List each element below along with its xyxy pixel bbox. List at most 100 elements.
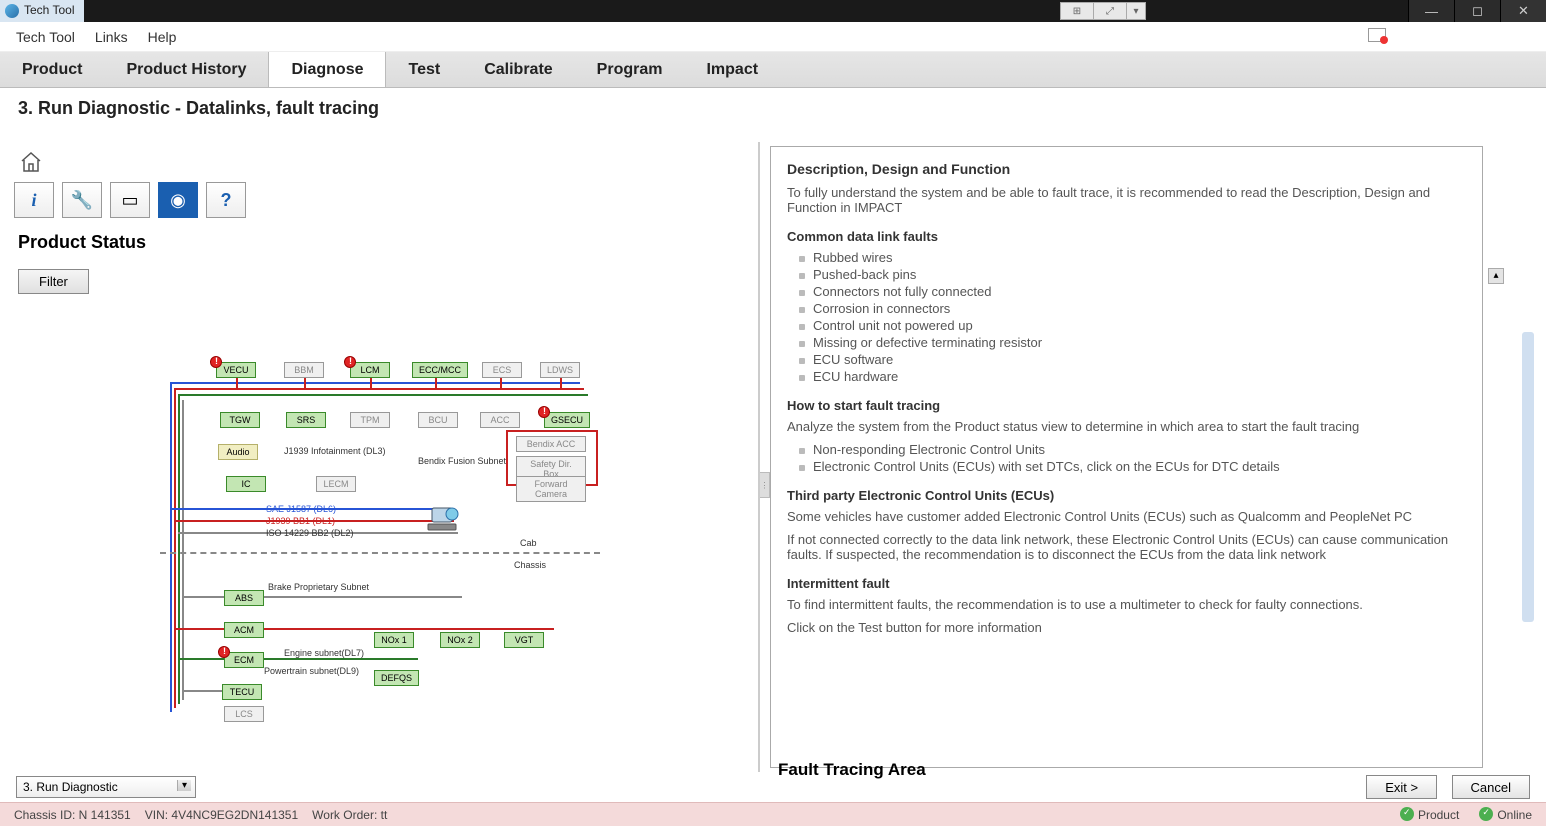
status-chassis: Chassis ID: N 141351 (14, 808, 131, 822)
info-button[interactable]: i (14, 182, 54, 218)
wrench-button[interactable]: 🔧 (62, 182, 102, 218)
status-vin: VIN: 4V4NC9EG2DN141351 (145, 808, 298, 822)
window-minimize-button[interactable]: — (1408, 0, 1454, 22)
ecu-node-bcu[interactable]: BCU (418, 412, 458, 428)
bus-line (178, 658, 418, 660)
diagram-label: Chassis (514, 560, 546, 570)
menu-item[interactable]: Links (95, 29, 128, 45)
list-item: ECU software (813, 352, 1466, 367)
menu-item[interactable]: Tech Tool (16, 29, 75, 45)
bus-line (170, 382, 172, 712)
list-item: Non-responding Electronic Control Units (813, 442, 1466, 457)
bottom-bar: 3. Run Diagnostic Exit > Cancel Chassis … (0, 772, 1546, 826)
intermittent-p1: To find intermittent faults, the recomme… (787, 597, 1466, 612)
status-online-label: Online (1497, 808, 1532, 822)
help-button[interactable]: ? (206, 182, 246, 218)
diagram-label: ISO 14229 BB2 (DL2) (266, 528, 354, 538)
ecu-node-lcs[interactable]: LCS (224, 706, 264, 722)
thirdparty-p2: If not connected correctly to the data l… (787, 532, 1466, 562)
notification-icon[interactable] (1368, 28, 1386, 42)
toolbar: i 🔧 ▭ ◉ ? (14, 182, 744, 218)
diagnostic-laptop-icon[interactable] (426, 506, 460, 534)
status-workorder: Work Order: tt (312, 808, 387, 822)
window-close-button[interactable]: ✕ (1500, 0, 1546, 22)
ecu-node-nox-1[interactable]: NOx 1 (374, 632, 414, 648)
cancel-button[interactable]: Cancel (1452, 775, 1530, 799)
page-title: 3. Run Diagnostic - Datalinks, fault tra… (0, 88, 1546, 125)
ecu-node-ic[interactable]: IC (226, 476, 266, 492)
diagram-label: Cab (520, 538, 537, 548)
ecu-node-forward-camera[interactable]: Forward Camera (516, 476, 586, 502)
list-item: Rubbed wires (813, 250, 1466, 265)
ecu-node-nox-2[interactable]: NOx 2 (440, 632, 480, 648)
window-size-selector[interactable]: ⊞ ⤢ ▾ (1060, 2, 1146, 20)
ecu-node-acm[interactable]: ACM (224, 622, 264, 638)
scroll-up-button[interactable]: ▴ (1488, 268, 1504, 284)
list-item: Corrosion in connectors (813, 301, 1466, 316)
diagram-label: Bendix Fusion Subnet (418, 456, 506, 466)
ecu-node-acc[interactable]: ACC (480, 412, 520, 428)
diagram-label: Engine subnet(DL7) (284, 648, 364, 658)
diagram-label: J1939 BB1 (DL1) (266, 516, 335, 526)
ecu-node-audio[interactable]: Audio (218, 444, 258, 460)
bus-line (174, 388, 584, 390)
ecu-node-ecc-mcc[interactable]: ECC/MCC (412, 362, 468, 378)
ecu-node-srs[interactable]: SRS (286, 412, 326, 428)
ecu-node-vgt[interactable]: VGT (504, 632, 544, 648)
bus-line (170, 382, 580, 384)
app-title-tab[interactable]: Tech Tool (0, 0, 84, 22)
exit-button[interactable]: Exit > (1366, 775, 1437, 799)
alert-icon (538, 406, 550, 418)
tab-product-history[interactable]: Product History (104, 52, 268, 87)
ecu-node-gsecu[interactable]: GSECU (544, 412, 590, 428)
ecu-node-ecs[interactable]: ECS (482, 362, 522, 378)
diagram-label: Powertrain subnet(DL9) (264, 666, 359, 676)
ecu-node-defqs[interactable]: DEFQS (374, 670, 419, 686)
scrollbar-thumb[interactable] (1522, 332, 1534, 622)
tab-diagnose[interactable]: Diagnose (268, 52, 386, 87)
os-titlebar: Tech Tool ⊞ ⤢ ▾ — ◻ ✕ (0, 0, 1546, 22)
ecu-node-lcm[interactable]: LCM (350, 362, 390, 378)
ecu-node-ldws[interactable]: LDWS (540, 362, 580, 378)
desc-heading: Description, Design and Function (787, 161, 1466, 177)
ecu-node-ecm[interactable]: ECM (224, 652, 264, 668)
diagram-label: SAE J1587 (DL6) (266, 504, 336, 514)
step-selector[interactable]: 3. Run Diagnostic (16, 776, 196, 798)
tab-calibrate[interactable]: Calibrate (462, 52, 574, 87)
ecu-node-abs[interactable]: ABS (224, 590, 264, 606)
win-size-dropdown-icon: ▾ (1127, 3, 1145, 19)
notes-button[interactable]: ▭ (110, 182, 150, 218)
ecu-node-bbm[interactable]: BBM (284, 362, 324, 378)
start-paragraph: Analyze the system from the Product stat… (787, 419, 1466, 434)
home-icon[interactable] (18, 150, 44, 174)
tab-program[interactable]: Program (575, 52, 685, 87)
list-item: Connectors not fully connected (813, 284, 1466, 299)
ecu-node-tecu[interactable]: TECU (222, 684, 262, 700)
cab-chassis-divider (160, 552, 600, 554)
wrench-icon: 🔧 (71, 190, 93, 211)
menu-item[interactable]: Help (148, 29, 177, 45)
app-window: Tech Tool Links Help Product Product His… (0, 22, 1546, 826)
filter-button[interactable]: Filter (18, 269, 89, 294)
nav-row: 3. Run Diagnostic Exit > Cancel (0, 772, 1546, 802)
right-panel: Description, Design and Function To full… (770, 146, 1483, 768)
bus-line (178, 394, 588, 396)
ecu-node-lecm[interactable]: LECM (316, 476, 356, 492)
tab-test[interactable]: Test (386, 52, 462, 87)
ecu-node-tpm[interactable]: TPM (350, 412, 390, 428)
network-button[interactable]: ◉ (158, 182, 198, 218)
ecu-node-tgw[interactable]: TGW (220, 412, 260, 428)
product-status-heading: Product Status (18, 232, 744, 253)
ecu-node-vecu[interactable]: VECU (216, 362, 256, 378)
splitter-handle[interactable]: ⋮ (760, 472, 770, 498)
thirdparty-heading: Third party Electronic Control Units (EC… (787, 488, 1466, 503)
tab-impact[interactable]: Impact (684, 52, 780, 87)
ecu-node-bendix-acc[interactable]: Bendix ACC (516, 436, 586, 452)
content-area: i 🔧 ▭ ◉ ? Product Status Filter (0, 142, 1546, 772)
window-maximize-button[interactable]: ◻ (1454, 0, 1500, 22)
status-online: Online (1479, 807, 1532, 822)
datalink-diagram[interactable]: VECU BBM LCM ECC/MCC ECS LDWS TGW SRS TPM BCU ACC G… (160, 352, 620, 732)
app-title: Tech Tool (24, 3, 74, 17)
list-item: Missing or defective terminating resisto… (813, 335, 1466, 350)
tab-product[interactable]: Product (0, 52, 104, 87)
